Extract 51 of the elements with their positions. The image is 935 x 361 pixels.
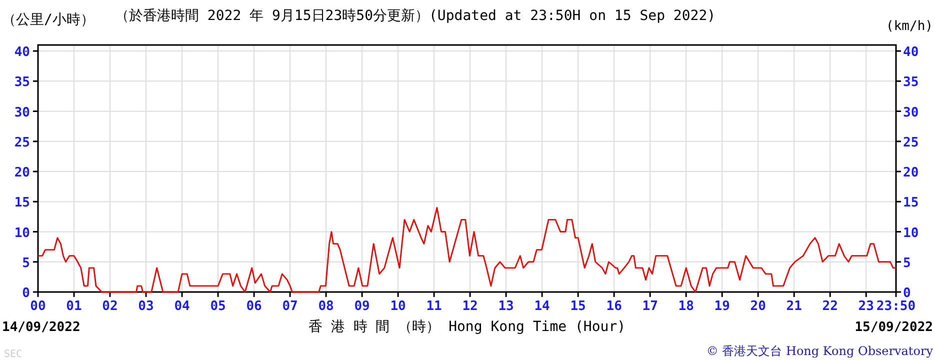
y-tick-label: 35 [14, 75, 30, 90]
y2-tick-label: 30 [903, 105, 919, 120]
x-tick-label: 03 [138, 299, 154, 314]
y-tick-label: 30 [14, 105, 30, 120]
x-tick-label: 06 [246, 299, 262, 314]
y-tick-label: 25 [14, 135, 30, 150]
x-tick-label: 11 [426, 299, 442, 314]
text: © 香港天文台 Hong Kong Observatory [706, 344, 934, 358]
y2-tick-label: 10 [903, 226, 919, 241]
x-tick-label: 23 [858, 299, 874, 314]
x-tick-label: 22 [822, 299, 838, 314]
x-tick-label: 08 [318, 299, 334, 314]
y2-tick-label: 40 [903, 45, 919, 60]
y-axis-title: （公里/小時） [2, 12, 94, 28]
x-tick-label: 16 [606, 299, 622, 314]
x-tick-label: 09 [354, 299, 370, 314]
x-tick-label: 00 [30, 299, 46, 314]
x-tick-label: 10 [390, 299, 406, 314]
y2-tick-label: 25 [903, 135, 919, 150]
y2-tick-label: 20 [903, 166, 919, 181]
text: 15/09/2022 [854, 320, 933, 335]
y-tick-label: 10 [14, 226, 30, 241]
x-tick-label: 01 [66, 299, 82, 314]
x-tick-label: 05 [210, 299, 226, 314]
x-tick-label: 19 [714, 299, 730, 314]
chart-title: （於香港時間 2022 年 9月15日23時50分更新）(Updated at 23:50H on 15 Sep 2022) [115, 8, 716, 24]
y-tick-label: 0 [22, 286, 30, 301]
text: 14/09/2022 [2, 320, 80, 335]
x-tick-label: 18 [678, 299, 694, 314]
x-axis-title: 香 港 時 間 （時） Hong Kong Time (Hour) [308, 319, 626, 335]
x-tick-label: 13 [498, 299, 514, 314]
x-tick-label: 12 [462, 299, 478, 314]
y-tick-label: 40 [14, 45, 30, 60]
y2-tick-label: 5 [903, 256, 911, 271]
x-tick-label: 17 [642, 299, 658, 314]
y-tick-label: 5 [22, 256, 30, 271]
x-tick-label: 04 [174, 299, 190, 314]
y2-tick-label: 15 [903, 196, 919, 211]
x-tick-label: 21 [786, 299, 802, 314]
x-tick-label: 23:50 [876, 299, 916, 314]
x-tick-label: 07 [282, 299, 298, 314]
y2-tick-label: 35 [903, 75, 919, 90]
x-tick-label: 14 [534, 299, 550, 314]
x-tick-label: 20 [750, 299, 766, 314]
line-series [37, 206, 897, 293]
y2-tick-label: 0 [903, 286, 911, 301]
y-tick-label: 20 [14, 166, 30, 181]
y-tick-label: 15 [14, 196, 30, 211]
x-tick-label: 15 [570, 299, 586, 314]
y2-axis-title: (km/h) [886, 19, 933, 34]
x-tick-label: 02 [102, 299, 118, 314]
